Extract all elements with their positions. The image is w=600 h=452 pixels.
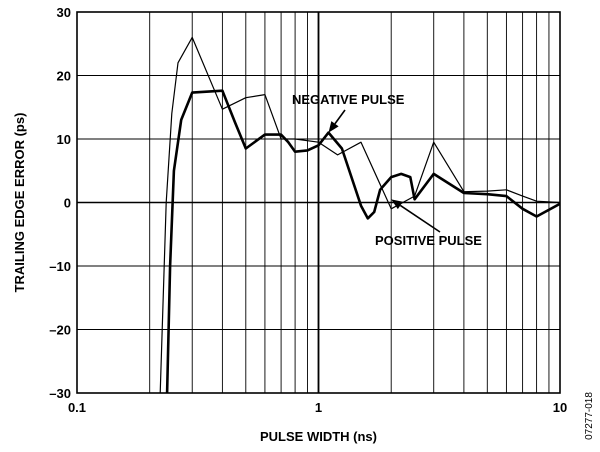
annotation-arrow-shaft [334,109,346,125]
y-axis-title: TRAILING EDGE ERROR (ps) [12,113,27,293]
y-tick-label: 0 [64,196,71,211]
y-tick-label: 10 [57,132,71,147]
x-tick-label: 0.1 [68,400,86,415]
annotation-arrow-shaft [399,204,441,233]
y-tick-label: 20 [57,69,71,84]
y-tick-label: –10 [49,259,71,274]
x-tick-label: 1 [315,400,322,415]
series-line-positive-pulse [165,89,560,393]
y-tick-label: –30 [49,386,71,401]
series-line-negative-pulse [159,36,560,393]
x-tick-label: 10 [553,400,567,415]
annotation-arrow-head [391,199,403,210]
plot-frame [76,11,561,394]
series-layer [159,36,560,393]
figure-id: 07277-018 [584,392,595,440]
x-axis-title: PULSE WIDTH (ns) [260,429,377,444]
annotation-label: POSITIVE PULSE [375,233,482,248]
annotations: NEGATIVE PULSE POSITIVE PULSE [292,92,482,248]
y-tick-label: 30 [57,5,71,20]
y-tick-labels: –30 –20 –10 0 10 20 30 [49,5,71,401]
y-tick-label: –20 [49,323,71,338]
annotation-label: NEGATIVE PULSE [292,92,405,107]
annotation-arrow-head [328,121,339,133]
x-tick-labels: 0.1 1 10 [68,400,567,415]
grid-lines [77,12,560,393]
